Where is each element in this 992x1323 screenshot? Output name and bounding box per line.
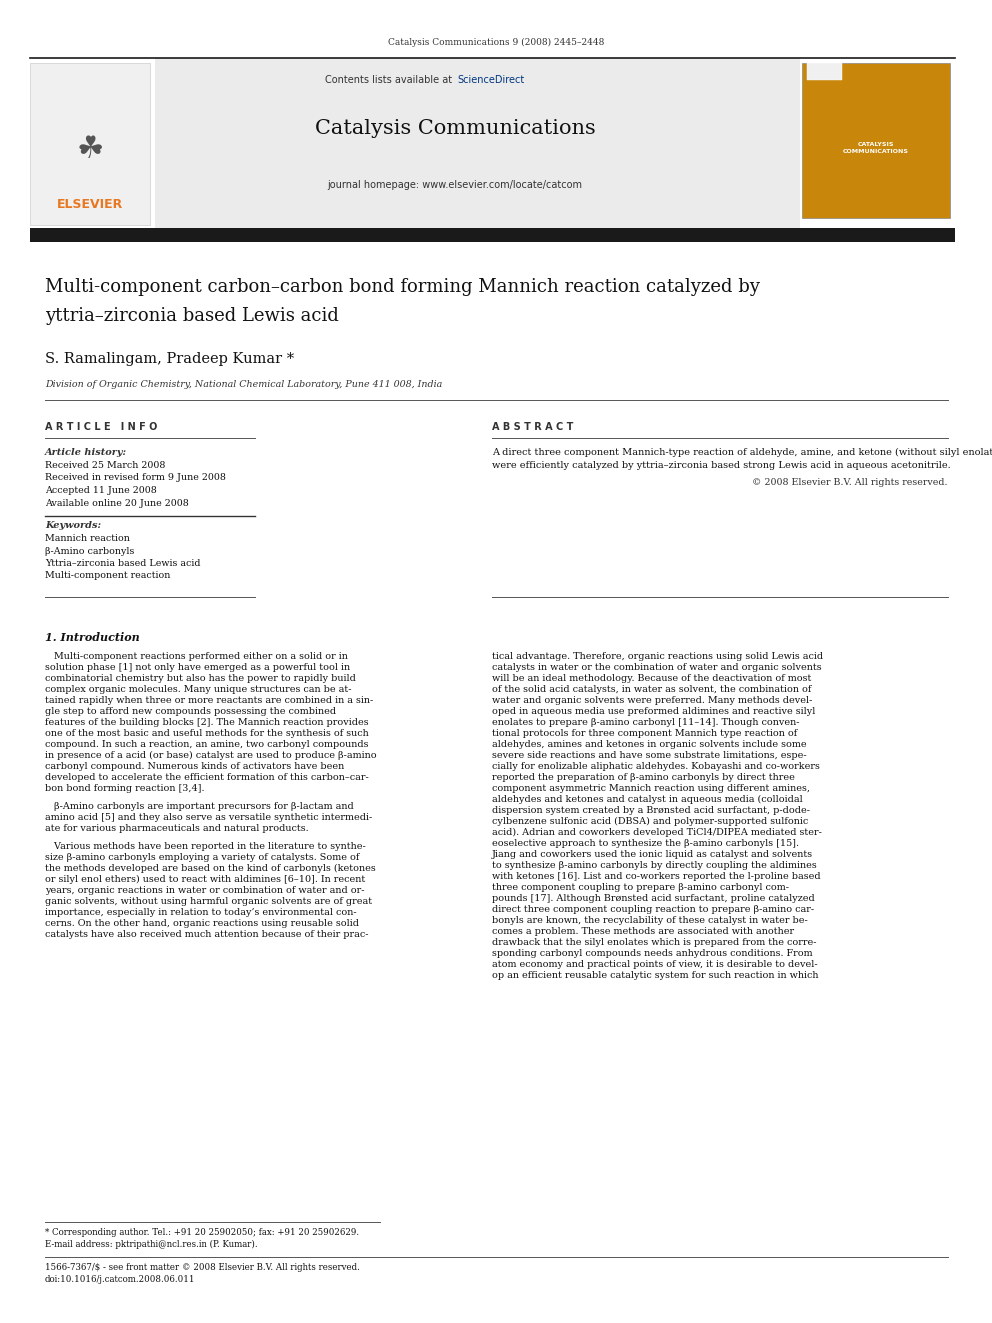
Text: with ketones [16]. List and co-workers reported the l-proline based: with ketones [16]. List and co-workers r… <box>492 872 820 881</box>
Bar <box>807 64 842 79</box>
Text: Multi-component carbon–carbon bond forming Mannich reaction catalyzed by: Multi-component carbon–carbon bond formi… <box>45 278 760 296</box>
Text: doi:10.1016/j.catcom.2008.06.011: doi:10.1016/j.catcom.2008.06.011 <box>45 1275 195 1285</box>
Text: direct three component coupling reaction to prepare β-amino car-: direct three component coupling reaction… <box>492 905 814 914</box>
Text: to synthesize β-amino carbonyls by directly coupling the aldimines: to synthesize β-amino carbonyls by direc… <box>492 861 816 871</box>
Text: catalysts in water or the combination of water and organic solvents: catalysts in water or the combination of… <box>492 663 821 672</box>
Text: sponding carbonyl compounds needs anhydrous conditions. From: sponding carbonyl compounds needs anhydr… <box>492 949 812 958</box>
Text: E-mail address: pktripathi@ncl.res.in (P. Kumar).: E-mail address: pktripathi@ncl.res.in (P… <box>45 1240 258 1249</box>
Text: CATALYSIS
COMMUNICATIONS: CATALYSIS COMMUNICATIONS <box>843 142 909 153</box>
Text: Jiang and coworkers used the ionic liquid as catalyst and solvents: Jiang and coworkers used the ionic liqui… <box>492 849 813 859</box>
Text: 1. Introduction: 1. Introduction <box>45 632 140 643</box>
Text: cerns. On the other hand, organic reactions using reusable solid: cerns. On the other hand, organic reacti… <box>45 919 359 927</box>
Text: ganic solvents, without using harmful organic solvents are of great: ganic solvents, without using harmful or… <box>45 897 372 906</box>
Text: Multi-component reaction: Multi-component reaction <box>45 572 171 581</box>
Bar <box>155 58 800 228</box>
Text: in presence of a acid (or base) catalyst are used to produce β-amino: in presence of a acid (or base) catalyst… <box>45 751 377 761</box>
Bar <box>30 64 150 225</box>
Text: Received 25 March 2008: Received 25 March 2008 <box>45 460 166 470</box>
Text: component asymmetric Mannich reaction using different amines,: component asymmetric Mannich reaction us… <box>492 785 810 792</box>
Text: 1566-7367/$ - see front matter © 2008 Elsevier B.V. All rights reserved.: 1566-7367/$ - see front matter © 2008 El… <box>45 1263 360 1271</box>
Text: solution phase [1] not only have emerged as a powerful tool in: solution phase [1] not only have emerged… <box>45 663 350 672</box>
Text: importance, especially in relation to today’s environmental con-: importance, especially in relation to to… <box>45 908 357 917</box>
Text: years, organic reactions in water or combination of water and or-: years, organic reactions in water or com… <box>45 886 364 894</box>
Text: pounds [17]. Although Brønsted acid surfactant, proline catalyzed: pounds [17]. Although Brønsted acid surf… <box>492 894 814 904</box>
Text: Available online 20 June 2008: Available online 20 June 2008 <box>45 499 188 508</box>
Text: amino acid [5] and they also serve as versatile synthetic intermedi-: amino acid [5] and they also serve as ve… <box>45 814 372 822</box>
Text: Catalysis Communications 9 (2008) 2445–2448: Catalysis Communications 9 (2008) 2445–2… <box>388 38 604 48</box>
Text: cylbenzene sulfonic acid (DBSA) and polymer-supported sulfonic: cylbenzene sulfonic acid (DBSA) and poly… <box>492 818 808 826</box>
Text: catalysts have also received much attention because of their prac-: catalysts have also received much attent… <box>45 930 368 939</box>
Text: water and organic solvents were preferred. Many methods devel-: water and organic solvents were preferre… <box>492 696 812 705</box>
Text: ELSEVIER: ELSEVIER <box>57 198 123 212</box>
Text: bon bond forming reaction [3,4].: bon bond forming reaction [3,4]. <box>45 785 204 792</box>
Text: tical advantage. Therefore, organic reactions using solid Lewis acid: tical advantage. Therefore, organic reac… <box>492 652 823 662</box>
Text: Keywords:: Keywords: <box>45 521 101 531</box>
Text: carbonyl compound. Numerous kinds of activators have been: carbonyl compound. Numerous kinds of act… <box>45 762 344 771</box>
Text: ScienceDirect: ScienceDirect <box>457 75 524 85</box>
Text: Catalysis Communications: Catalysis Communications <box>314 119 595 138</box>
Text: aldehydes and ketones and catalyst in aqueous media (colloidal: aldehydes and ketones and catalyst in aq… <box>492 795 803 804</box>
Text: * Corresponding author. Tel.: +91 20 25902050; fax: +91 20 25902629.: * Corresponding author. Tel.: +91 20 259… <box>45 1228 359 1237</box>
Text: aldehydes, amines and ketones in organic solvents include some: aldehydes, amines and ketones in organic… <box>492 740 806 749</box>
Text: bonyls are known, the recyclability of these catalyst in water be-: bonyls are known, the recyclability of t… <box>492 916 807 925</box>
Text: Received in revised form 9 June 2008: Received in revised form 9 June 2008 <box>45 474 226 483</box>
Text: compound. In such a reaction, an amine, two carbonyl compounds: compound. In such a reaction, an amine, … <box>45 740 368 749</box>
Text: A direct three component Mannich-type reaction of aldehyde, amine, and ketone (w: A direct three component Mannich-type re… <box>492 448 992 458</box>
Text: Various methods have been reported in the literature to synthe-: Various methods have been reported in th… <box>45 841 366 851</box>
Text: ate for various pharmaceuticals and natural products.: ate for various pharmaceuticals and natu… <box>45 824 309 833</box>
Text: Accepted 11 June 2008: Accepted 11 June 2008 <box>45 486 157 495</box>
Text: Contents lists available at: Contents lists available at <box>324 75 455 85</box>
Text: tional protocols for three component Mannich type reaction of: tional protocols for three component Man… <box>492 729 798 738</box>
Text: drawback that the silyl enolates which is prepared from the corre-: drawback that the silyl enolates which i… <box>492 938 816 947</box>
Text: reported the preparation of β-amino carbonyls by direct three: reported the preparation of β-amino carb… <box>492 773 795 782</box>
Text: journal homepage: www.elsevier.com/locate/catcom: journal homepage: www.elsevier.com/locat… <box>327 180 582 191</box>
Text: © 2008 Elsevier B.V. All rights reserved.: © 2008 Elsevier B.V. All rights reserved… <box>753 478 948 487</box>
Bar <box>30 228 955 242</box>
Text: the methods developed are based on the kind of carbonyls (ketones: the methods developed are based on the k… <box>45 864 376 873</box>
Bar <box>802 64 950 218</box>
Text: of the solid acid catalysts, in water as solvent, the combination of: of the solid acid catalysts, in water as… <box>492 685 811 695</box>
Text: size β-amino carbonyls employing a variety of catalysts. Some of: size β-amino carbonyls employing a varie… <box>45 853 359 863</box>
Text: tained rapidly when three or more reactants are combined in a sin-: tained rapidly when three or more reacta… <box>45 696 373 705</box>
Text: developed to accelerate the efficient formation of this carbon–car-: developed to accelerate the efficient fo… <box>45 773 369 782</box>
Text: complex organic molecules. Many unique structures can be at-: complex organic molecules. Many unique s… <box>45 685 351 695</box>
Text: one of the most basic and useful methods for the synthesis of such: one of the most basic and useful methods… <box>45 729 369 738</box>
Text: severe side reactions and have some substrate limitations, espe-: severe side reactions and have some subs… <box>492 751 806 759</box>
Text: A B S T R A C T: A B S T R A C T <box>492 422 573 433</box>
Text: three component coupling to prepare β-amino carbonyl com-: three component coupling to prepare β-am… <box>492 882 789 892</box>
Text: cially for enolizable aliphatic aldehydes. Kobayashi and co-workers: cially for enolizable aliphatic aldehyde… <box>492 762 819 771</box>
Text: eoselective approach to synthesize the β-amino carbonyls [15].: eoselective approach to synthesize the β… <box>492 839 799 848</box>
Text: β-Amino carbonyls are important precursors for β-lactam and: β-Amino carbonyls are important precurso… <box>45 802 354 811</box>
Text: Mannich reaction: Mannich reaction <box>45 534 130 542</box>
Text: op an efficient reusable catalytic system for such reaction in which: op an efficient reusable catalytic syste… <box>492 971 818 980</box>
Text: Division of Organic Chemistry, National Chemical Laboratory, Pune 411 008, India: Division of Organic Chemistry, National … <box>45 380 442 389</box>
Text: A R T I C L E   I N F O: A R T I C L E I N F O <box>45 422 158 433</box>
Text: were efficiently catalyzed by yttria–zirconia based strong Lewis acid in aqueous: were efficiently catalyzed by yttria–zir… <box>492 460 950 470</box>
Text: features of the building blocks [2]. The Mannich reaction provides: features of the building blocks [2]. The… <box>45 718 369 728</box>
Text: ☘: ☘ <box>76 135 104 164</box>
Text: β-Amino carbonyls: β-Amino carbonyls <box>45 546 134 556</box>
Text: Article history:: Article history: <box>45 448 127 456</box>
Text: dispersion system created by a Brønsted acid surfactant, p-dode-: dispersion system created by a Brønsted … <box>492 806 810 815</box>
Text: gle step to afford new compounds possessing the combined: gle step to afford new compounds possess… <box>45 706 336 716</box>
Text: acid). Adrian and coworkers developed TiCl4/DIPEA mediated ster-: acid). Adrian and coworkers developed Ti… <box>492 828 822 837</box>
Text: Multi-component reactions performed either on a solid or in: Multi-component reactions performed eith… <box>45 652 348 662</box>
Text: will be an ideal methodology. Because of the deactivation of most: will be an ideal methodology. Because of… <box>492 673 811 683</box>
Text: combinatorial chemistry but also has the power to rapidly build: combinatorial chemistry but also has the… <box>45 673 356 683</box>
Text: Yttria–zirconia based Lewis acid: Yttria–zirconia based Lewis acid <box>45 560 200 568</box>
Text: atom economy and practical points of view, it is desirable to devel-: atom economy and practical points of vie… <box>492 960 817 968</box>
Text: or silyl enol ethers) used to react with aldimines [6–10]. In recent: or silyl enol ethers) used to react with… <box>45 875 365 884</box>
Text: oped in aqueous media use preformed aldimines and reactive silyl: oped in aqueous media use preformed aldi… <box>492 706 815 716</box>
Text: S. Ramalingam, Pradeep Kumar *: S. Ramalingam, Pradeep Kumar * <box>45 352 294 366</box>
Text: yttria–zirconia based Lewis acid: yttria–zirconia based Lewis acid <box>45 307 339 325</box>
Text: enolates to prepare β-amino carbonyl [11–14]. Though conven-: enolates to prepare β-amino carbonyl [11… <box>492 718 800 728</box>
Text: comes a problem. These methods are associated with another: comes a problem. These methods are assoc… <box>492 927 795 935</box>
